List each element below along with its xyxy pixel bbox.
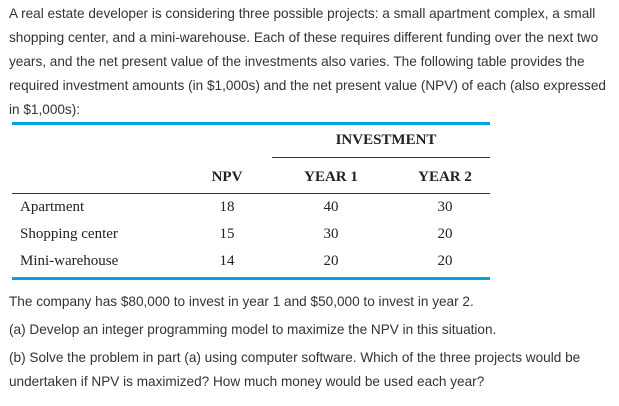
investment-group-header: INVESTMENT xyxy=(335,132,437,148)
table-bottom-rule xyxy=(12,277,490,280)
header-npv: NPV xyxy=(211,169,243,185)
header-year1: YEAR 1 xyxy=(304,169,358,185)
cell-year2: 30 xyxy=(437,199,453,215)
investment-table: INVESTMENT NPV YEAR 1 YEAR 2 Apartment 1… xyxy=(12,122,490,280)
group-header-rule xyxy=(272,157,490,158)
part-b: (b) Solve the problem in part (a) using … xyxy=(9,350,581,389)
row-name: Apartment xyxy=(20,199,85,215)
row-name: Mini-warehouse xyxy=(20,253,119,269)
header-rule xyxy=(12,193,490,194)
cell-year2: 20 xyxy=(437,253,453,269)
cell-year1: 30 xyxy=(323,226,339,242)
cell-npv: 15 xyxy=(219,226,235,242)
intro-paragraph: A real estate developer is considering t… xyxy=(9,6,606,117)
cell-year1: 40 xyxy=(323,199,339,215)
cell-npv: 18 xyxy=(219,199,235,215)
cell-year2: 20 xyxy=(437,226,453,242)
budget-text: The company has $80,000 to invest in yea… xyxy=(9,294,474,309)
part-a: (a) Develop an integer programming model… xyxy=(9,322,497,337)
header-year2: YEAR 2 xyxy=(418,169,472,185)
cell-npv: 14 xyxy=(219,253,235,269)
row-name: Shopping center xyxy=(20,226,118,242)
cell-year1: 20 xyxy=(323,253,339,269)
table-top-rule xyxy=(12,122,490,125)
